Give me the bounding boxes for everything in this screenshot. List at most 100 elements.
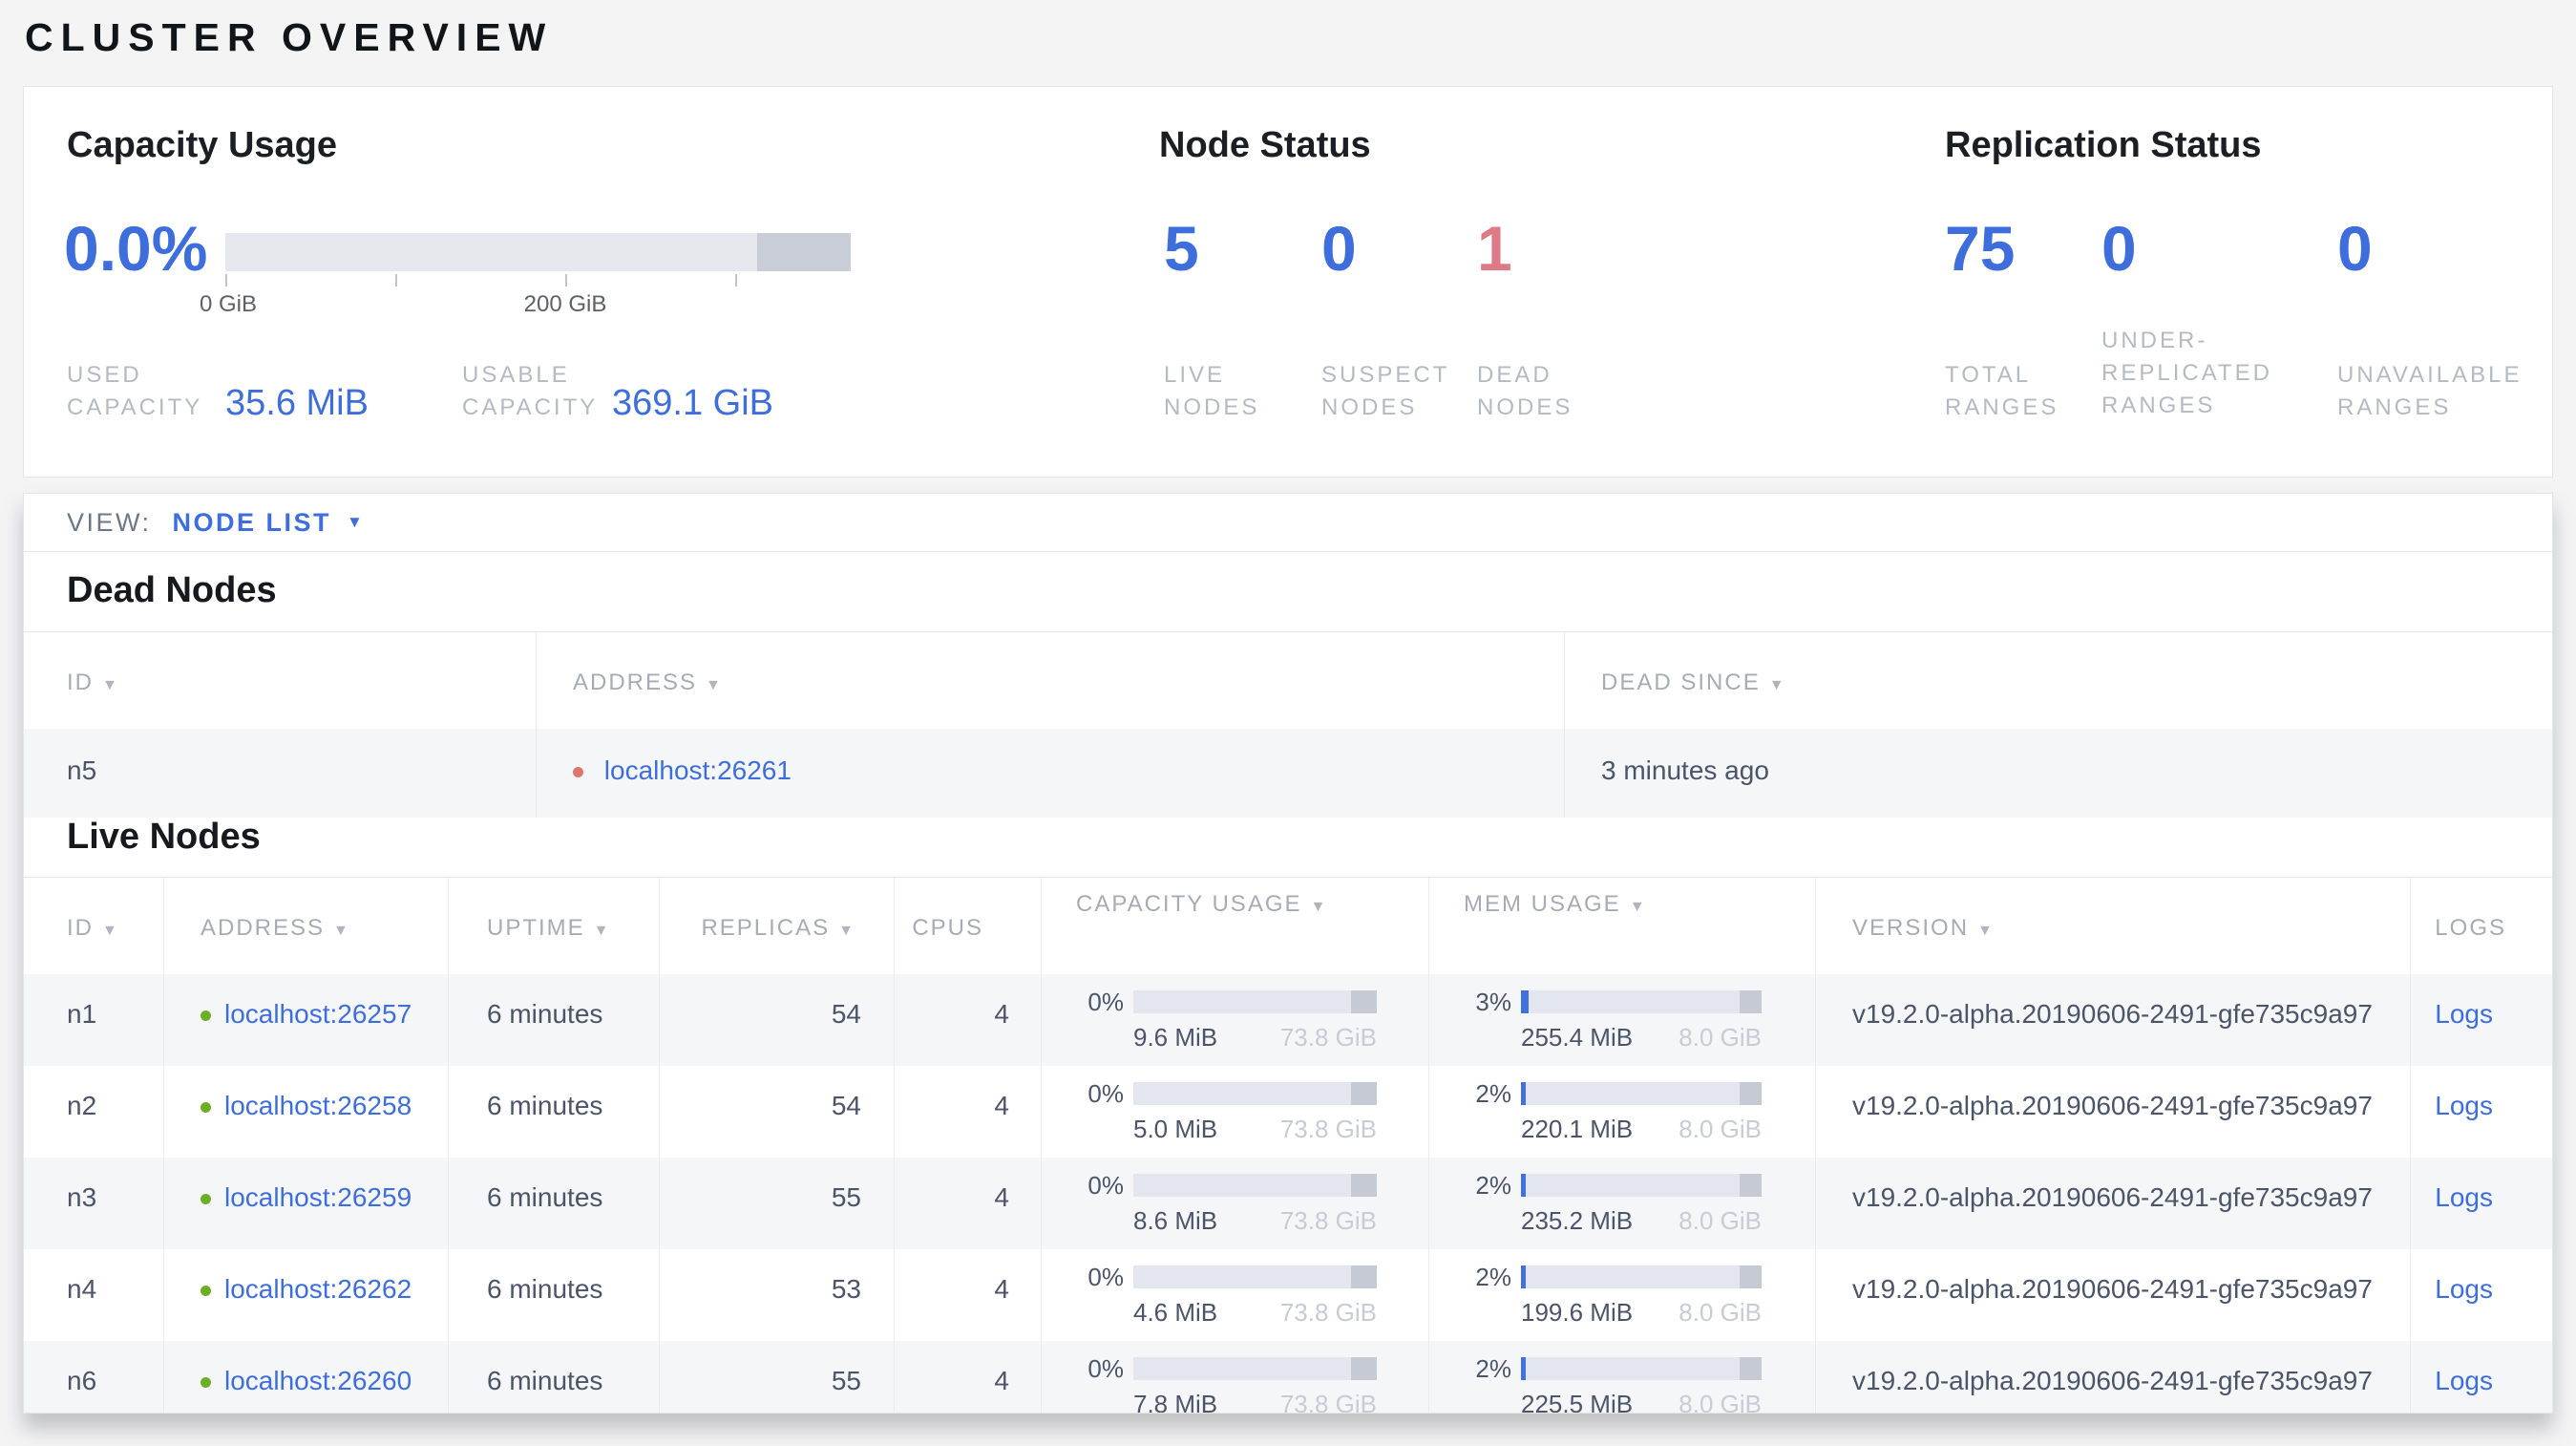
node-uptime-cell: 6 minutes (448, 1249, 659, 1341)
col-header-replicas[interactable]: REPLICAS ▼ (659, 878, 894, 974)
sort-caret-icon: ▼ (102, 923, 119, 939)
col-header-dead-since[interactable]: DEAD SINCE ▼ (1564, 632, 2552, 729)
suspect-nodes-count: 0 (1321, 213, 1357, 284)
node-id-cell: n1 (67, 999, 97, 1029)
node-logs-cell: Logs (2410, 1066, 2552, 1158)
mem-usage-cell: 2% 235.2 MiB 8.0 GiB (1428, 1158, 1815, 1249)
node-uptime-cell: 6 minutes (448, 1158, 659, 1249)
logs-link[interactable]: Logs (2435, 999, 2493, 1029)
node-uptime-cell: 6 minutes (448, 974, 659, 1066)
capacity-usage-title: Capacity Usage (67, 125, 338, 165)
node-cpus-cell: 4 (894, 974, 1041, 1066)
node-replicas-cell: 54 (659, 1066, 894, 1158)
sort-caret-icon: ▼ (838, 923, 855, 939)
suspect-nodes-label: SUSPECT NODES (1321, 362, 1450, 420)
node-uptime-cell: 6 minutes (448, 1066, 659, 1158)
axis-tick (565, 274, 567, 287)
node-address-link[interactable]: localhost:26257 (224, 999, 412, 1029)
node-logs-cell: Logs (2410, 1158, 2552, 1249)
dead-nodes-heading: Dead Nodes (67, 570, 277, 610)
node-address-link[interactable]: localhost:26258 (224, 1091, 412, 1120)
axis-tick (225, 274, 227, 287)
axis-tick (735, 274, 737, 287)
total-ranges-count: 75 (1945, 213, 2016, 284)
live-node-row: n4 localhost:26262 6 minutes 53 4 0% (24, 1249, 2552, 1341)
live-status-dot-icon (201, 1286, 211, 1296)
page-title: CLUSTER OVERVIEW (25, 15, 554, 59)
col-header-address[interactable]: ADDRESS ▼ (163, 878, 448, 974)
cluster-summary-panel: Capacity Usage 0.0% 0 GiB 200 GiB USED C… (23, 86, 2553, 478)
col-header-id[interactable]: ID ▼ (67, 915, 119, 941)
col-header-capacity-usage[interactable]: CAPACITY USAGE ▼ (1041, 878, 1428, 974)
usable-capacity-label: USABLE CAPACITY (462, 362, 599, 420)
logs-link[interactable]: Logs (2435, 1091, 2493, 1120)
node-address-link[interactable]: localhost:26259 (224, 1182, 412, 1212)
dead-nodes-count: 1 (1477, 213, 1512, 284)
node-address-cell: localhost:26259 (163, 1158, 448, 1249)
mem-usage-cell: 2% 225.5 MiB 8.0 GiB (1428, 1341, 1815, 1413)
replication-status-title: Replication Status (1945, 125, 2262, 165)
node-address-cell: localhost:26261 (536, 729, 1564, 818)
node-address-link[interactable]: localhost:26261 (603, 755, 792, 785)
node-logs-cell: Logs (2410, 974, 2552, 1066)
capacity-usage-bar (225, 233, 851, 271)
logs-link[interactable]: Logs (2435, 1182, 2493, 1212)
logs-link[interactable]: Logs (2435, 1274, 2493, 1304)
sort-caret-icon: ▼ (1310, 899, 1328, 915)
col-header-logs: LOGS (2410, 878, 2552, 974)
sort-caret-icon: ▼ (1977, 923, 1995, 939)
col-header-version[interactable]: VERSION ▼ (1815, 878, 2410, 974)
used-capacity-value: 35.6 MiB (225, 383, 369, 423)
live-node-row: n3 localhost:26259 6 minutes 55 4 0% (24, 1158, 2552, 1249)
col-header-uptime[interactable]: UPTIME ▼ (448, 878, 659, 974)
dead-since-cell: 3 minutes ago (1564, 729, 2552, 818)
nodes-panel: VIEW: NODE LIST ▼ Dead Nodes ID ▼ ADDRESS… (23, 493, 2553, 1414)
dead-node-row: n5 localhost:26261 3 minutes ago (24, 729, 2552, 818)
chevron-down-icon: ▼ (347, 513, 366, 531)
node-id-cell: n3 (67, 1182, 97, 1212)
live-nodes-table: ID ▼ ADDRESS ▼ UPTIME ▼ REPLICAS ▼ CPUS CAPA… (24, 877, 2552, 1413)
node-address-link[interactable]: localhost:26260 (224, 1366, 412, 1395)
node-id-cell: n2 (67, 1091, 97, 1120)
node-replicas-cell: 53 (659, 1249, 894, 1341)
live-nodes-heading: Live Nodes (67, 817, 261, 857)
col-header-id[interactable]: ID ▼ (67, 670, 119, 695)
node-cpus-cell: 4 (894, 1249, 1041, 1341)
node-replicas-cell: 54 (659, 974, 894, 1066)
node-list-dropdown[interactable]: NODE LIST ▼ (173, 508, 366, 538)
node-version-cell: v19.2.0-alpha.20190606-2491-gfe735c9a97 (1815, 1341, 2410, 1413)
mem-usage-cell: 3% 255.4 MiB 8.0 GiB (1428, 974, 1815, 1066)
node-replicas-cell: 55 (659, 1341, 894, 1413)
under-replicated-count: 0 (2101, 213, 2137, 284)
used-capacity-label: USED CAPACITY (67, 362, 203, 420)
capacity-usage-cell: 0% 5.0 MiB 73.8 GiB (1041, 1066, 1428, 1158)
capacity-usage-cell: 0% 9.6 MiB 73.8 GiB (1041, 974, 1428, 1066)
node-id-cell: n6 (67, 1366, 97, 1395)
node-cpus-cell: 4 (894, 1341, 1041, 1413)
mem-bar (1521, 1357, 1762, 1380)
col-header-address[interactable]: ADDRESS ▼ (536, 632, 1564, 729)
col-header-mem-usage[interactable]: MEM USAGE ▼ (1428, 878, 1815, 974)
node-cpus-cell: 4 (894, 1066, 1041, 1158)
view-label: VIEW: (67, 507, 152, 537)
dead-nodes-table: ID ▼ ADDRESS ▼ DEAD SINCE ▼ n5 localhost:26… (24, 631, 2552, 818)
sort-caret-icon: ▼ (593, 923, 611, 939)
node-address-cell: localhost:26258 (163, 1066, 448, 1158)
mem-bar (1521, 990, 1762, 1013)
node-id-cell: n5 (67, 755, 97, 785)
view-selector-bar: VIEW: NODE LIST ▼ (24, 494, 2552, 552)
live-node-row: n2 localhost:26258 6 minutes 54 4 0% (24, 1066, 2552, 1158)
dead-nodes-label: DEAD NODES (1477, 362, 1573, 420)
usable-capacity-value: 369.1 GiB (612, 383, 773, 423)
node-version-cell: v19.2.0-alpha.20190606-2491-gfe735c9a97 (1815, 1249, 2410, 1341)
node-logs-cell: Logs (2410, 1249, 2552, 1341)
capacity-usage-cell: 0% 4.6 MiB 73.8 GiB (1041, 1249, 1428, 1341)
node-uptime-cell: 6 minutes (448, 1341, 659, 1413)
logs-link[interactable]: Logs (2435, 1366, 2493, 1395)
node-address-link[interactable]: localhost:26262 (224, 1274, 412, 1304)
live-status-dot-icon (201, 1377, 211, 1388)
sort-caret-icon: ▼ (706, 677, 723, 693)
total-ranges-label: TOTAL RANGES (1945, 362, 2059, 420)
capacity-bar-other-segment (756, 233, 851, 271)
